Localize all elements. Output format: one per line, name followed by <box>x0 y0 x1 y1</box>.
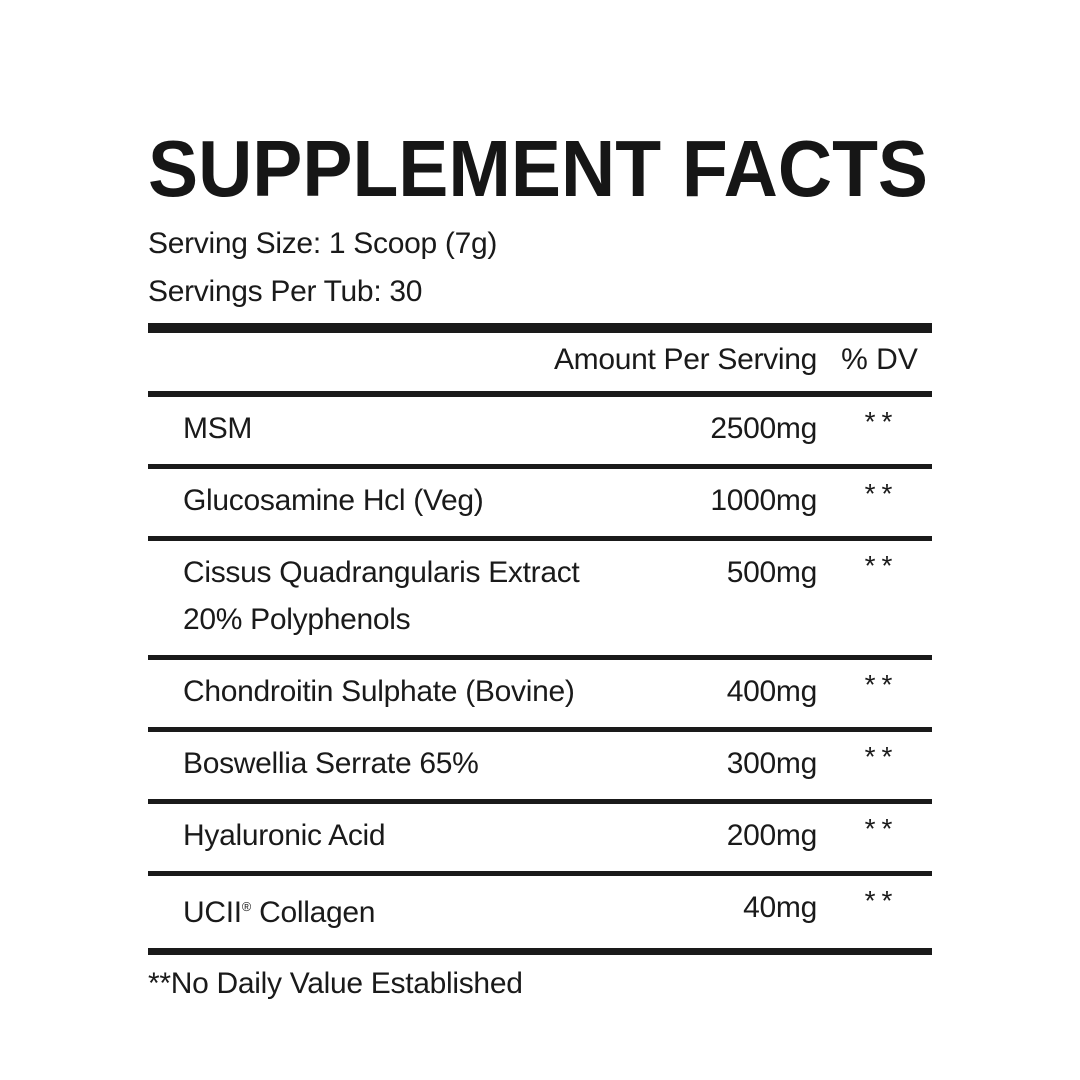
ingredient-name: MSM <box>148 412 617 445</box>
table-row: UCII® Collagen 40mg ** <box>148 876 932 948</box>
facts-table: Amount Per Serving % DV MSM 2500mg ** Gl… <box>148 323 932 955</box>
ingredient-dv: ** <box>864 669 899 700</box>
panel-title-text: SUPPLEMENT FACTS <box>148 124 928 213</box>
table-row: Glucosamine Hcl (Veg) 1000mg ** <box>148 469 932 541</box>
ingredient-amount: 500mg <box>726 556 818 589</box>
ingredient-dv: ** <box>864 885 899 916</box>
ingredient-name: Glucosamine Hcl (Veg) <box>148 484 617 517</box>
ingredient-dv: ** <box>864 550 899 581</box>
ingredient-dv: ** <box>864 406 899 437</box>
ingredient-name-line1: Glucosamine Hcl (Veg) <box>183 484 484 517</box>
panel-title: SUPPLEMENT FACTS <box>148 124 928 213</box>
serving-info: Serving Size: 1 Scoop (7g) Servings Per … <box>148 220 932 316</box>
ingredient-name-line1: MSM <box>183 412 253 445</box>
table-row: Cissus Quadrangularis Extract 20% Polyph… <box>148 541 932 660</box>
ingredient-amount: 2500mg <box>710 412 817 445</box>
ingredient-amount: 200mg <box>726 819 818 852</box>
ingredient-amount: 400mg <box>726 675 818 708</box>
ingredient-dv: ** <box>864 478 899 509</box>
ingredient-name-line2: 20% Polyphenols <box>183 603 411 636</box>
table-header-row: Amount Per Serving % DV <box>148 333 932 397</box>
table-row: Boswellia Serrate 65% 300mg ** <box>148 732 932 804</box>
table-row: MSM 2500mg ** <box>148 397 932 469</box>
ingredient-dv: ** <box>864 741 899 772</box>
supplement-facts-panel: SUPPLEMENT FACTS Serving Size: 1 Scoop (… <box>148 124 932 1001</box>
ingredient-name: Chondroitin Sulphate (Bovine) <box>148 675 617 708</box>
ingredient-amount: 40mg <box>743 891 817 924</box>
ingredient-name: UCII® Collagen <box>148 891 617 929</box>
ingredient-name-line1: Boswellia Serrate 65% <box>183 747 479 780</box>
column-header-amount: Amount Per Serving <box>553 343 817 376</box>
ingredient-name-line1: Chondroitin Sulphate (Bovine) <box>183 675 575 708</box>
ingredient-name-line1: Hyaluronic Acid <box>183 819 386 852</box>
ingredient-name: Hyaluronic Acid <box>148 819 617 852</box>
table-row: Chondroitin Sulphate (Bovine) 400mg ** <box>148 660 932 732</box>
ingredient-amount: 300mg <box>726 747 818 780</box>
footnote: **No Daily Value Established <box>148 967 523 1000</box>
servings-per-tub: Servings Per Tub: 30 <box>148 275 423 308</box>
ingredient-dv: ** <box>864 813 899 844</box>
ingredient-amount: 1000mg <box>710 484 817 517</box>
column-header-dv: % DV <box>841 343 918 376</box>
serving-size: Serving Size: 1 Scoop (7g) <box>148 227 498 260</box>
ingredient-name: Boswellia Serrate 65% <box>148 747 617 780</box>
table-row: Hyaluronic Acid 200mg ** <box>148 804 932 876</box>
ingredient-name-line1: UCII® Collagen <box>183 896 376 929</box>
ingredient-name: Cissus Quadrangularis Extract 20% Polyph… <box>148 556 617 636</box>
ingredient-name-line1: Cissus Quadrangularis Extract <box>183 556 580 589</box>
